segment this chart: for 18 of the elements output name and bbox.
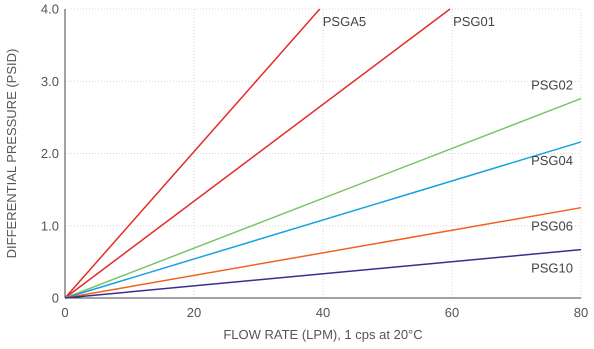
series-label: PSG02 [531,78,573,93]
y-tick-label: 4.0 [40,2,59,17]
x-tick-label: 60 [444,305,460,320]
y-tick-label: 0 [52,290,59,306]
x-tick-label: 40 [316,305,330,320]
series-label: PSG06 [531,218,573,234]
series-label: PSG10 [531,260,573,276]
x-tick-label: 20 [186,305,202,320]
x-tick-label: 80 [574,305,588,320]
y-axis-title: DIFFERENTIAL PRESSURE (PSID) [4,48,19,258]
series-label: PSG04 [531,152,573,168]
series-label: PSGA5 [322,14,366,29]
x-tick-label: 0 [61,305,69,320]
x-axis-title: FLOW RATE (LPM), 1 cps at 20°C [223,327,423,342]
y-tick-label: 2.0 [40,146,59,162]
series-label: PSG01 [453,14,495,29]
y-tick-label: 1.0 [40,218,59,234]
y-tick-label: 3.0 [40,74,59,89]
